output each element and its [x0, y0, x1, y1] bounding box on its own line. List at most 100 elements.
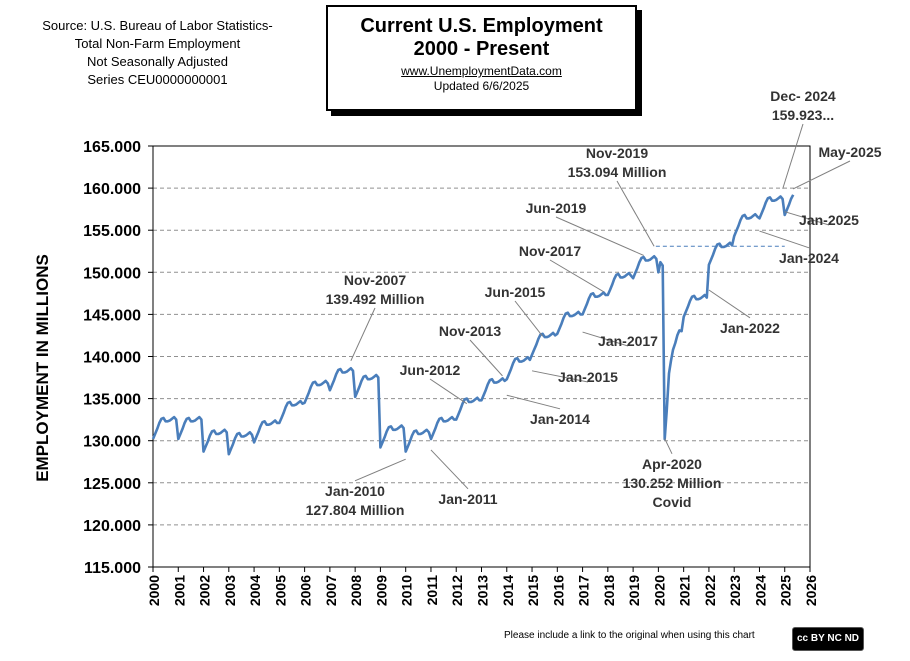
x-tick-label: 2012 — [449, 575, 465, 606]
annotation-line: Jan-2025 — [799, 212, 859, 228]
annotation-line: 139.492 Million — [326, 291, 425, 307]
annotation-line: 153.094 Million — [568, 164, 667, 180]
annotation-line: Jun-2012 — [400, 362, 461, 378]
annotation-leader — [469, 339, 503, 377]
x-tick-label: 2001 — [171, 575, 187, 606]
site-link[interactable]: www.UnemploymentData.com — [401, 64, 562, 78]
x-tick-label: 2020 — [651, 575, 667, 606]
annotation-leader — [792, 160, 851, 190]
x-tick-label: 2017 — [576, 575, 592, 606]
x-tick-label: 2022 — [702, 575, 718, 606]
x-tick-label: 2000 — [146, 575, 162, 606]
annotation-line: Nov-2007 — [344, 272, 406, 288]
annotation-label: Nov-2007 139.492 Million — [326, 272, 425, 307]
annotation-line: 130.252 Million — [623, 475, 722, 491]
annotation-leader — [782, 123, 804, 189]
x-tick-label: 2021 — [677, 575, 693, 606]
y-tick-label: 115.000 — [84, 560, 141, 577]
annotation-leader — [555, 216, 644, 256]
annotation-label: Nov-2013 — [439, 323, 501, 339]
annotation-leader — [531, 370, 589, 383]
annotation-leader — [506, 394, 561, 410]
annotation-label: Jan-2024 — [779, 250, 839, 266]
x-tick-label: 2023 — [727, 575, 743, 606]
cc-license-badge[interactable]: cc BY NC ND — [792, 627, 864, 651]
annotation-label: Jan-2014 — [530, 411, 590, 427]
x-tick-label: 2013 — [475, 575, 491, 606]
annotation-line: 127.804 Million — [306, 502, 405, 518]
annotation-label: Apr-2020 130.252 Million Covid — [623, 456, 722, 510]
y-tick-label: 160.000 — [83, 181, 141, 198]
axes: 115.000 120.000 125.000 130.000 135.000 140.0… — [83, 139, 819, 606]
annotation-label: Dec- 2024 159.923... — [770, 88, 836, 123]
x-tick-label: 2025 — [778, 575, 794, 606]
footer-note: Please include a link to the original wh… — [504, 630, 755, 641]
x-tick-label: 2024 — [752, 575, 768, 606]
annotation-line: Jan-2015 — [558, 369, 618, 385]
x-tick-label: 2006 — [298, 575, 314, 606]
annotation-leader — [514, 300, 544, 337]
chart-title: Current U.S. Employment — [360, 15, 603, 37]
annotation-line: Jan-2024 — [779, 250, 839, 266]
annotation-leader — [429, 378, 468, 405]
x-tick-label: 2019 — [626, 575, 642, 606]
annotation-line: Jun-2015 — [485, 284, 546, 300]
employment-series-line — [151, 194, 795, 456]
source-line: Series CEU0000000001 — [87, 72, 228, 87]
annotation-label: Jun-2019 — [526, 200, 587, 216]
y-tick-label: 155.000 — [83, 223, 141, 240]
chart-subtitle: 2000 - Present — [413, 38, 550, 60]
annotation-leader — [354, 458, 406, 482]
annotation-line: Covid — [653, 494, 692, 510]
x-tick-label: 2016 — [550, 575, 566, 606]
x-tick-label: 2014 — [500, 575, 516, 606]
annotation-line: Nov-2019 — [586, 145, 648, 161]
annotation-line: May-2025 — [818, 144, 881, 160]
annotation-leader — [664, 438, 673, 455]
annotation-leader — [784, 211, 830, 226]
annotations: Nov-2007 139.492 Million Jan-2010 127.804 M… — [306, 88, 882, 518]
x-tick-label: 2005 — [272, 575, 288, 606]
annotation-leader — [582, 331, 629, 347]
x-tick-label: 2008 — [348, 575, 364, 606]
annotation-line: Nov-2013 — [439, 323, 501, 339]
y-tick-label: 135.000 — [83, 392, 141, 409]
source-line: Source: U.S. Bureau of Labor Statistics- — [42, 18, 273, 33]
annotation-leader — [708, 289, 751, 319]
x-tick-label: 2002 — [197, 575, 213, 606]
chart-title-box: Current U.S. Employment 2000 - Present w… — [326, 5, 637, 111]
x-tick-label: 2018 — [601, 575, 617, 606]
annotation-line: Jan-2011 — [438, 491, 497, 507]
y-tick-label: 145.000 — [83, 307, 141, 324]
annotation-label: Jan-2017 — [598, 333, 658, 349]
x-tick-label: 2003 — [222, 575, 238, 606]
x-tick-label: 2009 — [373, 575, 389, 606]
annotation-line: Jan-2014 — [530, 411, 590, 427]
annotation-label: Jun-2012 — [400, 362, 461, 378]
annotation-label: Nov-2017 — [519, 243, 581, 259]
annotation-label: Jun-2015 — [485, 284, 546, 300]
annotation-label: Jan-2025 — [799, 212, 859, 228]
x-tick-label: 2015 — [525, 575, 541, 606]
annotation-line: Jan-2022 — [720, 320, 780, 336]
x-tick-label: 2011 — [424, 575, 440, 606]
series-layer — [151, 194, 795, 456]
annotation-line: Apr-2020 — [642, 456, 702, 472]
annotation-label: Jan-2022 — [720, 320, 780, 336]
source-line: Not Seasonally Adjusted — [87, 54, 228, 69]
x-tick-label: 2007 — [323, 575, 339, 606]
y-tick-label: 165.000 — [83, 139, 141, 156]
source-line: Total Non-Farm Employment — [74, 36, 241, 51]
y-axis-label: EMPLOYMENT IN MILLIONS — [33, 254, 52, 482]
annotation-leader — [549, 259, 604, 293]
annotation-label: May-2025 — [818, 144, 881, 160]
x-tick-label: 2026 — [803, 575, 819, 606]
updated-date: Updated 6/6/2025 — [433, 79, 530, 93]
annotation-label: Jan-2015 — [558, 369, 618, 385]
annotation-label: Jan-2010 127.804 Million — [306, 483, 405, 518]
x-tick-label: 2010 — [399, 575, 415, 606]
annotation-line: Nov-2017 — [519, 243, 581, 259]
y-tick-label: 150.000 — [83, 265, 141, 282]
x-tick-label: 2004 — [247, 575, 263, 606]
